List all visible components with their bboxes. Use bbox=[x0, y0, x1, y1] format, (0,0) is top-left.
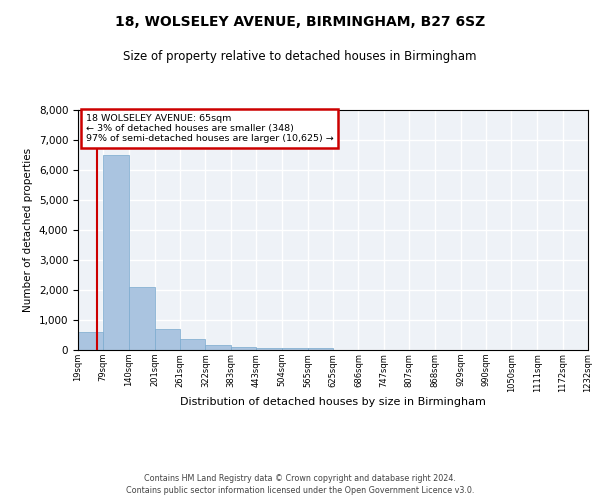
Text: 18, WOLSELEY AVENUE, BIRMINGHAM, B27 6SZ: 18, WOLSELEY AVENUE, BIRMINGHAM, B27 6SZ bbox=[115, 15, 485, 29]
Bar bbox=[256, 348, 282, 350]
Bar bbox=[308, 348, 333, 350]
Bar bbox=[205, 345, 231, 350]
Bar bbox=[231, 347, 256, 350]
X-axis label: Distribution of detached houses by size in Birmingham: Distribution of detached houses by size … bbox=[180, 398, 486, 407]
Bar bbox=[129, 287, 155, 350]
Text: Contains HM Land Registry data © Crown copyright and database right 2024.
Contai: Contains HM Land Registry data © Crown c… bbox=[126, 474, 474, 495]
Bar bbox=[180, 339, 205, 350]
Y-axis label: Number of detached properties: Number of detached properties bbox=[23, 148, 33, 312]
Bar bbox=[103, 155, 129, 350]
Text: Size of property relative to detached houses in Birmingham: Size of property relative to detached ho… bbox=[123, 50, 477, 63]
Text: 18 WOLSELEY AVENUE: 65sqm
← 3% of detached houses are smaller (348)
97% of semi-: 18 WOLSELEY AVENUE: 65sqm ← 3% of detach… bbox=[86, 114, 334, 144]
Bar bbox=[155, 329, 180, 350]
Bar bbox=[78, 332, 103, 350]
Bar bbox=[282, 348, 308, 350]
